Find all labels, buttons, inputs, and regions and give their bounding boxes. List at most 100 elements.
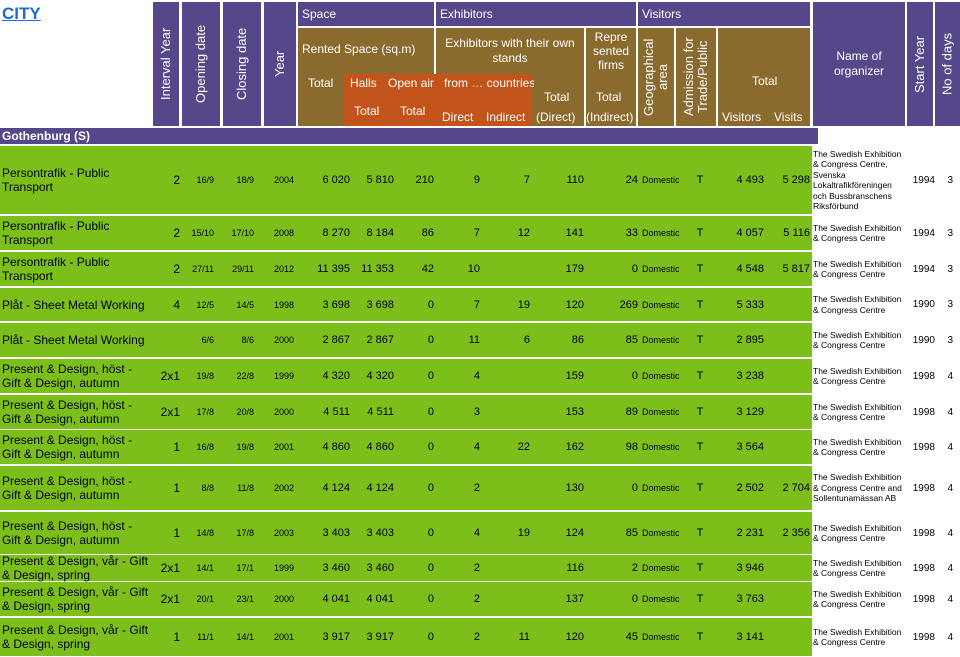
cell-indirect: [480, 395, 530, 429]
cell-adm: T: [696, 527, 704, 539]
cell-tindirect: 0: [631, 482, 638, 494]
cell-halls: 4 511: [367, 406, 394, 418]
header-organizer: Name of organizer: [813, 2, 905, 126]
cell-open-air: 42: [421, 263, 434, 275]
cell-geo: Domestic: [642, 528, 680, 538]
cell-halls: 4 124: [366, 482, 394, 494]
cell-visits: 2 356: [782, 527, 810, 539]
cell-tindirect: 24: [625, 174, 638, 186]
cell-geo: Domestic: [642, 335, 680, 345]
cell-direct: 3: [473, 406, 480, 418]
cell-direct: 4: [473, 441, 480, 453]
header-open-air-total: Total: [400, 104, 426, 118]
cell-days: 4: [947, 631, 953, 643]
table-row: Present & Design, höst - Gift & Design, …: [0, 359, 960, 393]
header-no-of-days: No of days: [935, 2, 960, 126]
cell-year: 2000: [273, 335, 294, 345]
row-organizer: The Swedish Exhibition & Congress Centre: [813, 323, 905, 357]
row-event-name: Present & Design, vår - Gift & Design, s…: [0, 618, 154, 656]
cell-open-air: 0: [427, 441, 434, 453]
cell-direct: 2: [473, 562, 480, 574]
header-halls-total: Total: [354, 104, 380, 118]
header-indirect: Indirect: [486, 110, 526, 124]
cell-geo: Domestic: [642, 483, 680, 493]
header-visitors-col: Visitors: [722, 110, 762, 124]
table-row: Persontrafik - Public Transport The Swedi…: [0, 216, 960, 250]
group-header: Gothenburg (S): [0, 128, 818, 144]
row-organizer: The Swedish Exhibition & Congress Centre: [813, 582, 905, 616]
cell-close: 14/5: [236, 299, 254, 310]
cell-visits: [764, 430, 810, 464]
cell-open-air: 0: [427, 334, 434, 346]
cell-rented: 11 395: [317, 263, 350, 275]
cell-close: 8/6: [241, 335, 254, 345]
row-organizer: The Swedish Exhibition & Congress Centre: [813, 555, 905, 581]
cell-open: 6/6: [201, 335, 214, 345]
cell-open: 19/8: [196, 371, 214, 381]
cell-interval: 1: [173, 481, 180, 495]
row-event-name: Present & Design, höst - Gift & Design, …: [0, 359, 154, 393]
cell-tdirect: 116: [566, 562, 584, 574]
cell-tindirect: 89: [625, 406, 638, 418]
cell-geo: Domestic: [642, 632, 680, 642]
row-organizer: The Swedish Exhibition & Congress Centre: [813, 216, 905, 250]
cell-close: 17/1: [236, 563, 254, 573]
cell-open: 12/5: [196, 299, 214, 310]
cell-direct: 10: [467, 263, 480, 275]
table-row: Present & Design, höst - Gift & Design, …: [0, 466, 960, 510]
cell-start: 1994: [912, 263, 935, 275]
cell-start: 1998: [912, 593, 935, 605]
cell-geo: Domestic: [642, 264, 680, 274]
table-row: Present & Design, vår - Gift & Design, s…: [0, 554, 960, 582]
cell-interval: 2x1: [160, 561, 180, 575]
cell-indirect: 11: [518, 631, 530, 643]
cell-visits: 5 817: [782, 263, 810, 275]
row-organizer: The Swedish Exhibition & Congress Centre: [813, 430, 905, 464]
cell-close: 11/8: [237, 483, 254, 493]
cell-visits: [764, 582, 810, 616]
cell-tdirect: 153: [565, 406, 584, 418]
cell-tindirect: 45: [625, 631, 638, 643]
cell-days: 3: [947, 334, 953, 346]
cell-direct: 4: [473, 527, 480, 539]
cell-tindirect: 85: [625, 334, 638, 346]
cell-tdirect: 86: [571, 334, 584, 346]
cell-tdirect: 120: [565, 298, 584, 311]
cell-tdirect: 141: [565, 227, 584, 239]
cell-open: 15/10: [191, 228, 214, 238]
cell-indirect: 7: [523, 174, 530, 186]
cell-tindirect: 98: [625, 441, 638, 453]
cell-geo: Domestic: [642, 371, 680, 381]
row-data-strip: [152, 395, 812, 429]
row-organizer: The Swedish Exhibition & Congress Centre…: [813, 466, 905, 510]
row-event-name: Present & Design, vår - Gift & Design, s…: [0, 554, 154, 582]
cell-halls: 4 860: [366, 441, 394, 453]
cell-start: 1990: [912, 334, 935, 346]
cell-tdirect: 124: [565, 527, 584, 539]
row-event-name: Plåt - Sheet Metal Working: [0, 323, 154, 357]
cell-year: 1999: [273, 371, 294, 381]
cell-geo: Domestic: [642, 594, 680, 604]
cell-open: 16/8: [196, 442, 214, 452]
cell-days: 4: [947, 406, 953, 418]
cell-year: 2008: [273, 228, 294, 238]
cell-halls: 5 810: [366, 174, 394, 186]
cell-days: 3: [947, 227, 953, 239]
cell-indirect: [480, 466, 530, 510]
cell-geo: Domestic: [642, 407, 680, 417]
header-visitors-total: Total: [752, 74, 778, 88]
cell-visitors: 2 502: [736, 482, 764, 494]
cell-rented: 3 698: [322, 298, 350, 311]
cell-tindirect: 0: [631, 593, 638, 605]
row-organizer: The Swedish Exhibition & Congress Centre: [813, 252, 905, 286]
cell-visits: [764, 359, 810, 393]
page-title[interactable]: CITY: [2, 4, 41, 23]
cell-start: 1998: [912, 441, 935, 453]
cell-open-air: 0: [427, 406, 434, 418]
table-row: Persontrafik - Public Transport The Swedi…: [0, 146, 960, 214]
table-row: Present & Design, vår - Gift & Design, s…: [0, 582, 960, 616]
cell-interval: 1: [173, 440, 180, 454]
cell-interval: 1: [173, 630, 180, 644]
row-data-strip: [152, 555, 812, 581]
row-organizer: The Swedish Exhibition & Congress Centre…: [813, 146, 905, 214]
